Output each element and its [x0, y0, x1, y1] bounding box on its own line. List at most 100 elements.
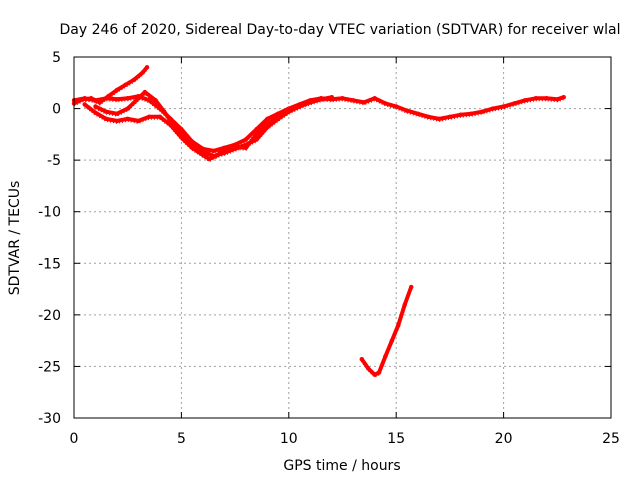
data-point	[104, 116, 109, 122]
data-point	[329, 95, 334, 100]
data-point	[402, 302, 407, 307]
x-tick-label: 5	[177, 431, 186, 447]
data-point	[308, 100, 313, 105]
x-tick-label: 25	[602, 431, 620, 447]
data-point	[544, 96, 549, 101]
data-point	[142, 89, 148, 95]
data-point	[383, 353, 388, 359]
data-point	[561, 95, 566, 100]
y-tick-label: -25	[38, 359, 61, 375]
data-point	[104, 96, 109, 101]
data-point	[125, 96, 130, 101]
y-tick-label: -15	[38, 256, 61, 272]
y-tick-label: -20	[38, 308, 61, 324]
data-point	[189, 145, 195, 150]
data-point	[361, 100, 367, 105]
data-point	[136, 96, 141, 101]
x-tick-label: 20	[495, 431, 513, 447]
data-point	[396, 322, 401, 328]
data-point	[297, 103, 302, 108]
data-point	[114, 111, 120, 116]
y-axis-label: SDTVAR / TECUs	[7, 181, 23, 296]
plot-frame	[73, 56, 612, 419]
data-point	[415, 111, 420, 116]
data-point	[131, 77, 137, 82]
x-axis-label: GPS time / hours	[283, 458, 400, 474]
data-point	[146, 98, 152, 103]
data-point	[318, 97, 324, 102]
data-point	[144, 65, 150, 70]
data-point	[512, 101, 517, 106]
data-point	[82, 102, 87, 107]
data-point	[114, 87, 120, 93]
data-point	[501, 104, 506, 109]
data-point	[200, 152, 206, 158]
data-point	[232, 144, 238, 149]
data-point	[447, 114, 453, 120]
data-point	[389, 338, 395, 343]
x-tick-label: 15	[387, 431, 405, 447]
data-point	[490, 106, 496, 111]
chart-title: Day 246 of 2020, Sidereal Day-to-day VTE…	[59, 22, 620, 38]
data-point	[376, 370, 382, 375]
data-point	[136, 118, 141, 124]
grid-lines	[74, 57, 611, 418]
data-point	[555, 97, 560, 102]
data-point	[123, 82, 128, 88]
data-point	[340, 96, 345, 101]
data-point	[222, 147, 227, 153]
data-point	[82, 96, 87, 101]
data-point	[394, 104, 399, 109]
data-point	[211, 148, 216, 154]
data-point	[243, 145, 249, 150]
data-point	[275, 114, 281, 120]
data-point	[359, 357, 365, 362]
data-point	[351, 98, 356, 103]
data-point	[125, 116, 130, 122]
x-tick-label: 10	[280, 431, 298, 447]
data-point	[125, 106, 130, 111]
data-point	[286, 108, 291, 113]
series-line-trace-4	[82, 102, 302, 162]
data-point	[179, 135, 184, 140]
data-point	[265, 116, 270, 122]
data-point	[426, 114, 431, 120]
data-point	[146, 114, 152, 120]
data-point	[265, 121, 270, 127]
data-point	[243, 137, 249, 142]
data-point	[104, 109, 109, 114]
axis-ticks: 0 5 10 15 20 25 5 0 -5 -10 -15 -20 -25 -30	[38, 50, 620, 447]
y-tick-label: -5	[47, 153, 61, 169]
data-point	[436, 116, 442, 122]
data-point	[93, 98, 98, 103]
data-point	[404, 108, 410, 113]
data-point	[140, 70, 145, 75]
data-point	[522, 98, 528, 103]
data-point	[383, 101, 388, 106]
data-point	[114, 97, 120, 102]
data-point	[93, 110, 98, 115]
data-point	[93, 104, 98, 109]
data-point	[213, 153, 218, 159]
y-tick-label: 0	[52, 102, 61, 118]
data-point	[254, 132, 259, 137]
data-point	[153, 98, 158, 103]
data-point	[372, 96, 377, 101]
series-jitter-trace-4	[84, 105, 300, 163]
data-point	[207, 156, 212, 162]
x-tick-label: 0	[70, 431, 79, 447]
data-point	[533, 96, 539, 101]
data-point	[114, 118, 120, 124]
data-point	[409, 284, 414, 290]
y-tick-label: 5	[52, 50, 61, 66]
data-point	[254, 127, 259, 132]
data-point	[479, 109, 485, 114]
data-point	[366, 366, 371, 371]
y-tick-label: -10	[38, 205, 61, 221]
data-point	[469, 111, 474, 116]
data-point	[168, 122, 173, 128]
data-point	[372, 372, 377, 377]
data-point	[458, 112, 463, 117]
data-series	[71, 65, 566, 378]
